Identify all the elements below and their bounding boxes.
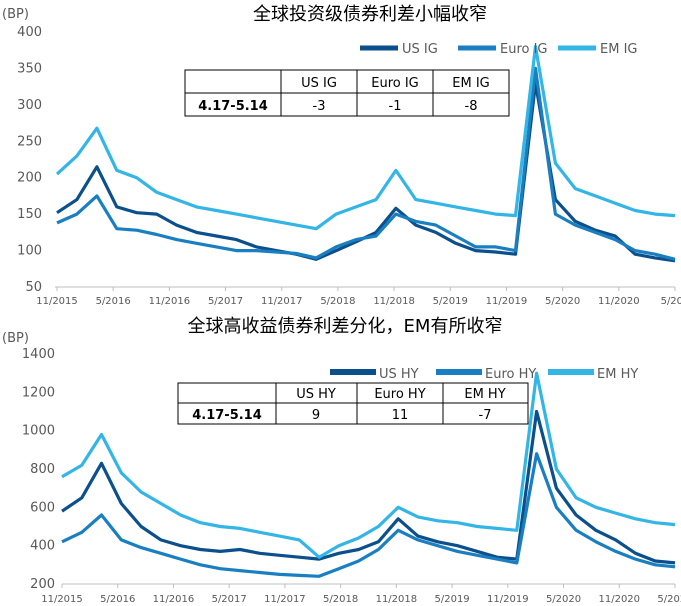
hy-x-tick-label: 5/2019 bbox=[434, 594, 469, 605]
ig-x-tick-label: 5/2020 bbox=[545, 296, 580, 307]
ig-legend: US IG Euro IG EM IG bbox=[360, 42, 637, 57]
hy-table-value-euro: 11 bbox=[392, 408, 409, 423]
ig-table-value-em: -8 bbox=[465, 99, 478, 114]
ig-y-ticks: 400 350 300 250 200 150 100 50 bbox=[17, 25, 42, 295]
ig-x-tick-label: 11/2020 bbox=[598, 296, 640, 307]
hy-y-tick-label: 600 bbox=[30, 500, 55, 515]
hy-x-tick-label: 5/2016 bbox=[100, 594, 135, 605]
ig-y-axis-label: (BP) bbox=[2, 7, 29, 22]
ig-y-tick-label: 250 bbox=[17, 134, 42, 149]
hy-y-tick-label: 800 bbox=[30, 462, 55, 477]
ig-x-tick-label: 5/2017 bbox=[208, 296, 243, 307]
ig-table-row-label: 4.17-5.14 bbox=[198, 99, 268, 114]
hy-series-line-euro bbox=[61, 452, 676, 578]
hy-x-tick-label: 11/2020 bbox=[598, 594, 640, 605]
hy-x-tick-label: 11/2015 bbox=[41, 594, 83, 605]
ig-x-tick-label: 11/2016 bbox=[149, 296, 191, 307]
hy-y-tick-label: 1400 bbox=[22, 347, 55, 362]
hy-series-line-us bbox=[61, 409, 676, 565]
hy-table-header-euro: Euro HY bbox=[374, 387, 425, 402]
hy-legend-euro: Euro HY bbox=[485, 367, 536, 382]
hy-table-value-em: -7 bbox=[479, 408, 492, 423]
hy-legend: US HY Euro HY EM HY bbox=[330, 367, 638, 382]
hy-x-tick-label: 11/2019 bbox=[487, 594, 529, 605]
ig-table: US IG Euro IG EM IG 4.17-5.14 -3 -1 -8 bbox=[184, 69, 510, 117]
hy-chart-title: 全球高收益债券利差分化，EM有所收窄 bbox=[188, 316, 503, 337]
hy-y-tick-label: 1200 bbox=[22, 385, 55, 400]
ig-legend-euro: Euro IG bbox=[500, 42, 548, 57]
hy-x-tick-label: 5/2018 bbox=[323, 594, 358, 605]
ig-table-header-euro: Euro IG bbox=[371, 76, 419, 91]
ig-legend-em: EM IG bbox=[600, 42, 637, 57]
ig-x-tick-label: 5/2016 bbox=[96, 296, 131, 307]
hy-x-tick-label: 5/2017 bbox=[212, 594, 247, 605]
ig-series-line-em bbox=[55, 44, 676, 231]
ig-table-value-euro: -1 bbox=[389, 99, 402, 114]
hy-x-tick-label: 5/2021 bbox=[657, 594, 681, 605]
ig-x-tick-label: 5/2019 bbox=[433, 296, 468, 307]
ig-x-ticks: 11/2015 5/2016 11/2016 5/2017 11/2017 5/2018 1… bbox=[36, 287, 681, 307]
ig-x-tick-label: 5/2018 bbox=[320, 296, 355, 307]
hy-legend-em: EM HY bbox=[597, 367, 638, 382]
ig-table-value-us: -3 bbox=[313, 99, 326, 114]
hy-series-lines bbox=[61, 371, 676, 578]
ig-x-tick-label: 5/202 bbox=[661, 296, 681, 307]
hy-legend-us: US HY bbox=[379, 367, 419, 382]
hy-y-ticks: 1400 1200 1000 800 600 400 200 bbox=[22, 347, 55, 592]
hy-x-ticks: 11/2015 5/2016 11/2016 5/2017 11/2017 5/2018 1… bbox=[41, 584, 681, 605]
ig-series-lines bbox=[55, 44, 676, 263]
hy-x-tick-label: 11/2018 bbox=[376, 594, 418, 605]
hy-table-header-em: EM HY bbox=[464, 387, 505, 402]
ig-x-tick-label: 11/2019 bbox=[486, 296, 528, 307]
hy-table-header-us: US HY bbox=[296, 387, 336, 402]
hy-series-line-em bbox=[61, 371, 676, 559]
ig-legend-us: US IG bbox=[402, 42, 438, 57]
ig-x-tick-label: 11/2015 bbox=[36, 296, 78, 307]
ig-x-tick-label: 11/2017 bbox=[261, 296, 303, 307]
hy-table: US HY Euro HY EM HY 4.17-5.14 9 11 -7 bbox=[177, 382, 529, 425]
ig-y-tick-label: 50 bbox=[25, 280, 42, 295]
ig-y-tick-label: 350 bbox=[17, 61, 42, 76]
hy-table-row-label: 4.17-5.14 bbox=[192, 408, 262, 423]
ig-table-header-em: EM IG bbox=[452, 76, 489, 91]
hy-x-tick-label: 11/2016 bbox=[153, 594, 195, 605]
ig-y-tick-label: 150 bbox=[17, 207, 42, 222]
ig-y-tick-label: 100 bbox=[17, 244, 42, 259]
ig-y-tick-label: 300 bbox=[17, 98, 42, 113]
hy-y-tick-label: 1000 bbox=[22, 424, 55, 439]
hy-x-tick-label: 11/2017 bbox=[264, 594, 306, 605]
ig-x-tick-label: 11/2018 bbox=[373, 296, 415, 307]
hy-chart: 全球高收益债券利差分化，EM有所收窄 (BP) 1400 1200 1000 800 6… bbox=[2, 316, 681, 605]
ig-y-tick-label: 400 bbox=[17, 25, 42, 40]
ig-series-line-euro bbox=[56, 66, 676, 261]
ig-chart-title: 全球投资级债券利差小幅收窄 bbox=[253, 4, 487, 25]
hy-x-tick-label: 5/2020 bbox=[546, 594, 581, 605]
hy-y-axis-label: (BP) bbox=[2, 331, 29, 346]
ig-chart: 全球投资级债券利差小幅收窄 (BP) 400 350 300 250 200 150 100… bbox=[2, 4, 681, 307]
ig-table-header-us: US IG bbox=[301, 76, 337, 91]
ig-y-tick-label: 200 bbox=[17, 171, 42, 186]
hy-table-value-us: 9 bbox=[312, 408, 320, 423]
hy-y-tick-label: 200 bbox=[30, 577, 55, 592]
hy-y-tick-label: 400 bbox=[30, 539, 55, 554]
